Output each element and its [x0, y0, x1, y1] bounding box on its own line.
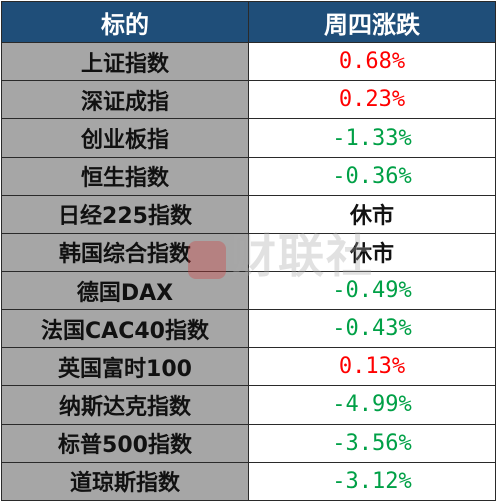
table-row: 创业板指 -1.33%: [1, 118, 496, 158]
header-thursday-change: 周四涨跌: [248, 0, 496, 44]
change-value: -4.99%: [248, 385, 496, 425]
change-value: -1.33%: [248, 118, 496, 158]
instrument-name: 上证指数: [1, 42, 249, 82]
change-value: 休市: [248, 194, 496, 234]
table-row: 法国CAC40指数 -0.43%: [1, 309, 496, 349]
table-row: 韩国综合指数 休市: [1, 232, 496, 273]
change-value: 0.23%: [248, 80, 496, 120]
instrument-name: 恒生指数: [1, 156, 249, 196]
table-row: 纳斯达克指数 -4.99%: [1, 385, 496, 425]
header-instrument: 标的: [1, 0, 249, 44]
table-row: 深证成指 0.23%: [1, 80, 496, 120]
change-value: -3.12%: [248, 461, 496, 502]
instrument-name: 标普500指数: [1, 423, 249, 463]
change-value: 0.13%: [248, 347, 496, 387]
instrument-name: 创业板指: [1, 118, 249, 158]
instrument-name: 德国DAX: [1, 270, 249, 311]
change-value: -3.56%: [248, 423, 496, 463]
table-row: 道琼斯指数 -3.12%: [1, 461, 496, 502]
table-row: 上证指数 0.68%: [1, 42, 496, 82]
instrument-name: 道琼斯指数: [1, 461, 249, 502]
table-row: 英国富时100 0.13%: [1, 347, 496, 387]
instrument-name: 日经225指数: [1, 194, 249, 234]
table-row: 标普500指数 -3.56%: [1, 423, 496, 463]
change-value: -0.49%: [248, 270, 496, 311]
instrument-name: 法国CAC40指数: [1, 309, 249, 349]
table-header-row: 标的 周四涨跌: [1, 0, 496, 44]
table-row: 恒生指数 -0.36%: [1, 156, 496, 196]
instrument-name: 深证成指: [1, 80, 249, 120]
table-row: 德国DAX -0.49%: [1, 270, 496, 311]
instrument-name: 英国富时100: [1, 347, 249, 387]
instrument-name: 韩国综合指数: [1, 232, 249, 273]
instrument-name: 纳斯达克指数: [1, 385, 249, 425]
change-value: 休市: [248, 232, 496, 273]
change-value: 0.68%: [248, 42, 496, 82]
change-value: -0.43%: [248, 309, 496, 349]
change-value: -0.36%: [248, 156, 496, 196]
table-row: 日经225指数 休市: [1, 194, 496, 234]
